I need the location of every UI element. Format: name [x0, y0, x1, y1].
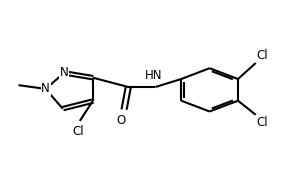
Text: N: N — [60, 66, 69, 79]
Text: N: N — [60, 66, 69, 79]
Text: N: N — [41, 82, 50, 96]
Text: HN: HN — [145, 69, 163, 82]
Text: Cl: Cl — [256, 116, 268, 129]
Text: O: O — [117, 114, 126, 127]
Text: /: / — [0, 190, 1, 191]
Text: Cl: Cl — [73, 125, 84, 138]
Text: Cl: Cl — [256, 49, 268, 62]
Text: N: N — [41, 82, 50, 96]
